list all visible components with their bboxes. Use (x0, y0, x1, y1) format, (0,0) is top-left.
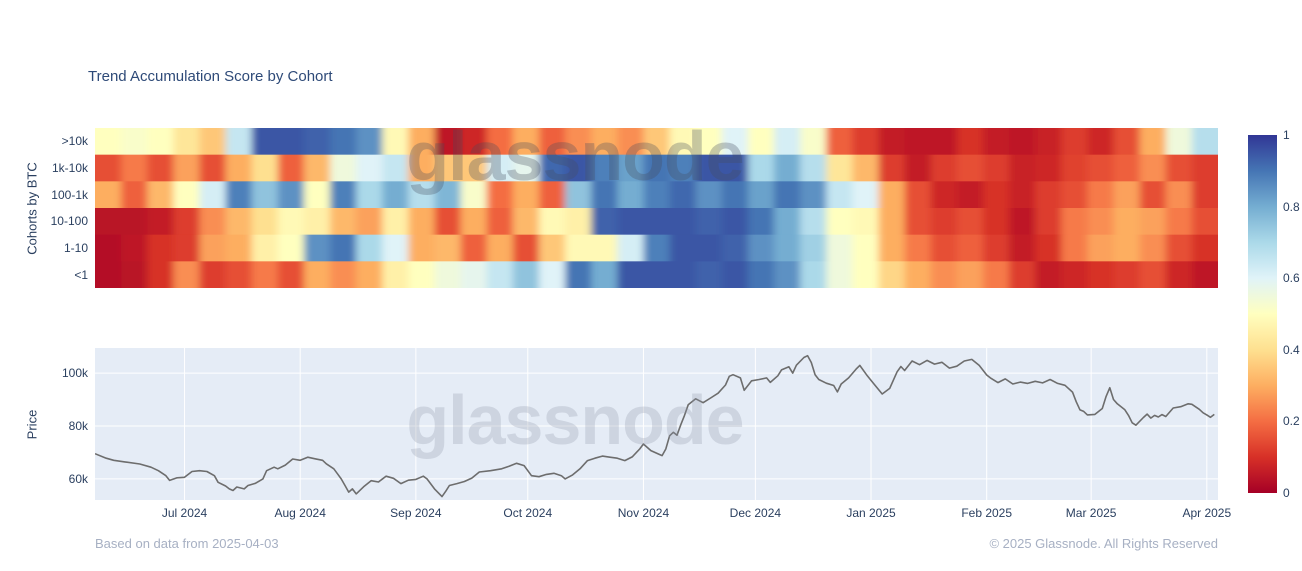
colorbar-tick-label: 0.2 (1283, 414, 1300, 429)
heatmap-row-label: 10-100 (50, 214, 88, 229)
x-axis-tick-label: Jan 2025 (846, 506, 896, 520)
x-axis-tick-label: Apr 2025 (1182, 506, 1232, 520)
chart-title: Trend Accumulation Score by Cohort (88, 68, 333, 85)
x-axis-tick-label: Aug 2024 (274, 506, 326, 520)
heatmap-y-axis-title: Cohorts by BTC (24, 162, 40, 255)
price-y-tick-label: 60k (68, 471, 88, 486)
heatmap-row-label: 1k-10k (51, 161, 88, 175)
x-axis-tick-label: Mar 2025 (1065, 506, 1117, 520)
x-axis-tick-label: Nov 2024 (617, 506, 670, 520)
x-axis-tick-label: Jul 2024 (161, 506, 208, 520)
x-axis-tick-label: Feb 2025 (961, 506, 1013, 520)
price-y-tick-label: 100k (61, 366, 88, 381)
colorbar-tick-label: 0.6 (1283, 271, 1300, 286)
footer-copyright: © 2025 Glassnode. All Rights Reserved (989, 536, 1218, 551)
heatmap-row-label: >10k (61, 134, 88, 149)
heatmap-row-label: 1-10 (63, 241, 88, 255)
x-axis-tick-label: Dec 2024 (729, 506, 782, 520)
score-colorbar (1248, 135, 1277, 493)
colorbar-tick-label: 0.8 (1283, 199, 1300, 214)
x-axis-tick-label: Sep 2024 (390, 506, 442, 520)
heatmap-row-label: 100-1k (51, 187, 88, 202)
cohort-heatmap-plot[interactable]: glassnode (95, 128, 1218, 288)
colorbar-tick-label: 1 (1283, 128, 1290, 142)
colorbar-tick-label: 0.4 (1283, 342, 1300, 357)
heatmap-row-label: <1 (74, 267, 88, 282)
price-y-tick-label: 80k (68, 418, 88, 433)
price-line-plot[interactable]: glassnode (95, 348, 1218, 500)
x-axis-tick-label: Oct 2024 (503, 506, 553, 520)
footer-data-source: Based on data from 2025-04-03 (95, 536, 279, 551)
colorbar-tick-label: 0 (1283, 486, 1290, 500)
